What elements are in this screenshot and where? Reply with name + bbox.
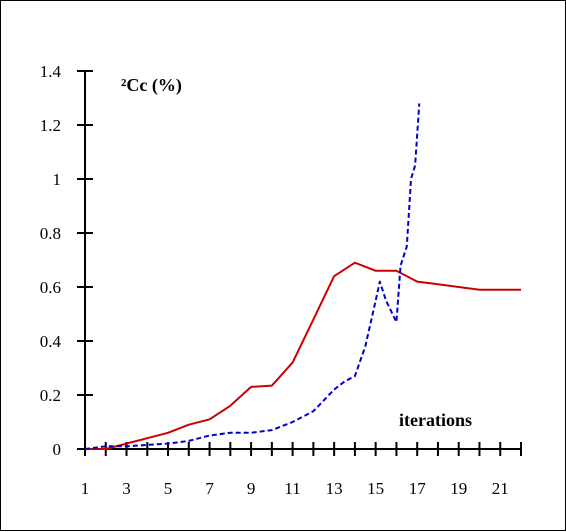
x-tick-label: 11 [284,479,300,498]
x-tick-label: 17 [409,479,427,498]
series-group [84,103,521,450]
x-tick-label: 1 [81,479,90,498]
y-tick-label: 0.6 [40,278,61,297]
y-tick-label: 0.8 [40,224,61,243]
x-tick-label: 3 [122,479,131,498]
x-axis-label: iterations [399,410,472,430]
y-tick-label: 1 [53,170,62,189]
y-tick-label: 1.2 [40,116,61,135]
chart-title: ²Cc (%) [121,75,182,96]
solid-series-line [85,261,521,450]
x-tick-label: 5 [164,479,173,498]
axes: 00.20.40.60.811.21.41 3 5 7 9 11 13 15 17 19 21 [40,62,522,498]
x-tick-label: 19 [450,479,467,498]
x-tick-label: 15 [367,479,384,498]
x-tick-label: 9 [247,479,256,498]
y-tick-label: 0.4 [40,332,62,351]
y-tick-label: 0.2 [40,386,61,405]
x-tick-label: 21 [492,479,509,498]
y-tick-label: 0 [53,440,62,459]
x-tick-label: 13 [326,479,343,498]
y-tick-label: 1.4 [40,62,62,81]
x-tick-label: 7 [205,479,214,498]
dashed-series-line [84,103,421,450]
